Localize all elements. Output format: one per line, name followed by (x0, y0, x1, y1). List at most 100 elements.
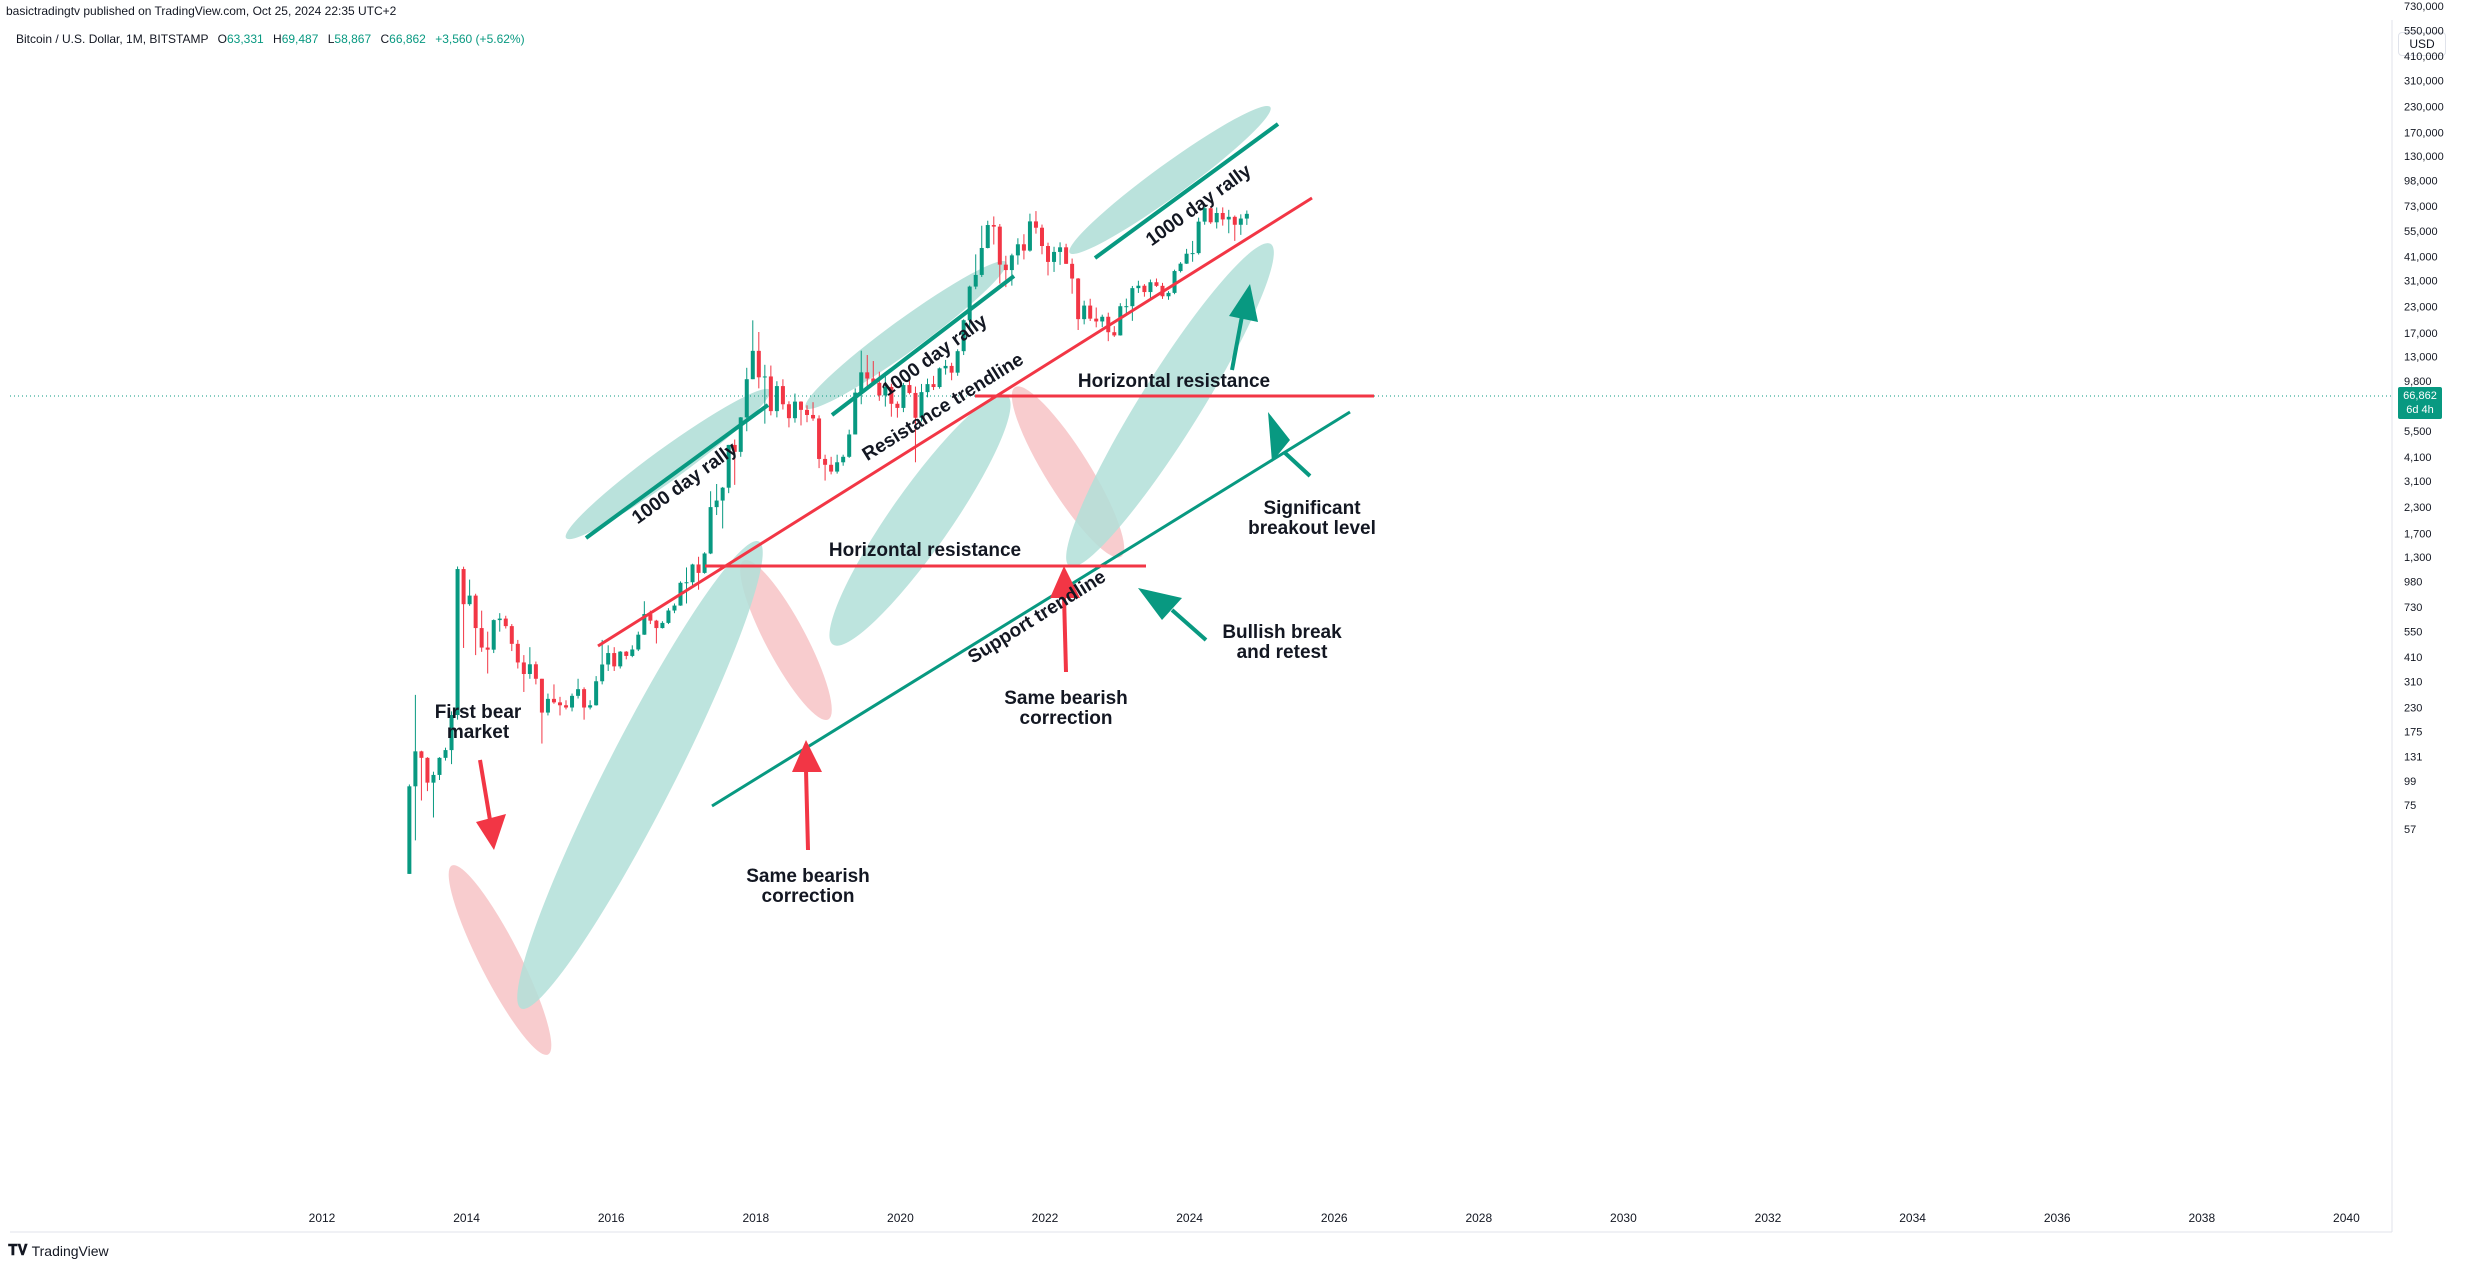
green-arrow-break[interactable] (1138, 588, 1208, 642)
symbol-name[interactable]: Bitcoin / U.S. Dollar, 1M, BITSTAMP (16, 32, 209, 46)
candle-body (907, 385, 912, 393)
rally-band-1 (517, 541, 763, 1009)
publication-header: basictradingtv published on TradingView.… (6, 4, 397, 18)
candle-body (539, 678, 544, 713)
resistance-trendline[interactable] (597, 196, 1313, 648)
candle-body (660, 622, 665, 629)
candle-body (1142, 285, 1147, 293)
low-value: 58,867 (334, 32, 372, 46)
x-tick-label: 2036 (2044, 1211, 2071, 1225)
y-tick-label: 98,000 (2404, 176, 2438, 188)
y-tick-label: 131 (2404, 751, 2422, 763)
candle-body (521, 662, 526, 675)
candle-body (570, 695, 575, 708)
x-tick-label: 2026 (1321, 1211, 1348, 1225)
candle-body (1082, 305, 1087, 320)
y-tick-label: 9,800 (2404, 376, 2432, 388)
x-tick-label: 2028 (1465, 1211, 1492, 1225)
candle-body (503, 618, 508, 627)
candle-body (817, 418, 822, 459)
y-tick-label: 1,300 (2404, 552, 2432, 564)
red-arrow-up-1[interactable] (792, 740, 822, 851)
candle-body (515, 643, 520, 663)
x-axis-ticks: 2012 2014 2016 2018 2020 2022 2024 2026 2028 2030… (309, 1211, 2360, 1225)
candle-body (859, 372, 864, 393)
tradingview-logo[interactable]: 𝐓𝐕 TradingView (8, 1242, 109, 1259)
rally-band-3 (1066, 243, 1274, 567)
candle-body (883, 386, 888, 396)
candle-body (624, 651, 629, 656)
red-arrow-up-2[interactable] (1050, 566, 1080, 673)
y-tick-label: 31,000 (2404, 276, 2438, 288)
candle-body (1154, 282, 1159, 286)
rally-line-1[interactable] (584, 403, 770, 540)
y-tick-label: 99 (2404, 776, 2416, 788)
candle-body (1184, 253, 1189, 264)
candle-body (919, 392, 924, 418)
y-tick-label: 980 (2404, 576, 2422, 588)
green-arrow-retest[interactable] (1268, 412, 1312, 478)
ann-significant-2: breakout level (1248, 518, 1376, 539)
candle-body (1178, 263, 1183, 272)
y-tick-label: 75 (2404, 800, 2416, 812)
candle-body (811, 414, 816, 419)
ann-first-bear-1: First bear (435, 702, 522, 723)
candle-body (696, 564, 701, 573)
zone-layer (448, 105, 1274, 1055)
candle-body (606, 653, 611, 665)
low-label: L (327, 32, 335, 46)
candle-body (672, 605, 677, 611)
candle-body (841, 456, 846, 463)
candle-body (973, 274, 978, 287)
y-tick-label: 230 (2404, 703, 2422, 715)
x-tick-label: 2030 (1610, 1211, 1637, 1225)
candle-body (1076, 278, 1081, 320)
candle-body (1202, 208, 1207, 222)
candle-body (1033, 221, 1038, 228)
high-label: H (273, 32, 282, 46)
candle-body (1118, 306, 1123, 336)
x-tick-label: 2016 (598, 1211, 625, 1225)
candle-body (588, 705, 593, 708)
ann-horizontal-resistance-2: Horizontal resistance (1078, 371, 1270, 392)
y-tick-label: 230,000 (2404, 101, 2444, 113)
candle-body (847, 434, 852, 457)
green-arrow-up-1[interactable] (1229, 284, 1258, 371)
ann-support-trendline: Support trendline (964, 566, 1109, 668)
candle-body (1058, 247, 1063, 252)
candle-body (823, 458, 828, 465)
candle-body (551, 698, 556, 703)
candle-body (1052, 251, 1057, 262)
candle-body (642, 614, 647, 635)
open-label: O (217, 32, 227, 46)
bear-zone-2 (740, 559, 832, 721)
y-tick-label: 1,700 (2404, 528, 2432, 540)
candle-body (1208, 208, 1213, 223)
candle-body (419, 751, 424, 758)
x-tick-label: 2032 (1755, 1211, 1782, 1225)
candle-body (865, 372, 870, 379)
candle-body (780, 386, 785, 405)
ann-bullish-2: and retest (1237, 642, 1328, 663)
candle-body (545, 698, 550, 713)
candle-body (871, 378, 876, 383)
candle-body (991, 225, 996, 227)
currency-button[interactable]: USD (2398, 32, 2446, 56)
candle-body (485, 647, 490, 650)
candle-body (877, 382, 882, 396)
y-tick-label: 13,000 (2404, 351, 2438, 363)
candle-body (666, 610, 671, 623)
candle-body (509, 626, 514, 644)
candle-body (1112, 332, 1117, 336)
candle-body (955, 351, 960, 373)
rally-line-3[interactable] (1093, 122, 1280, 260)
rally-line-2[interactable] (830, 274, 1016, 417)
candle-body (949, 365, 954, 373)
support-trendline[interactable] (711, 410, 1351, 808)
candle-body (961, 320, 966, 352)
candle-body (684, 582, 689, 584)
red-arrow-down-1[interactable] (476, 759, 506, 850)
candle-body (979, 247, 984, 275)
candle-body (997, 226, 1002, 265)
